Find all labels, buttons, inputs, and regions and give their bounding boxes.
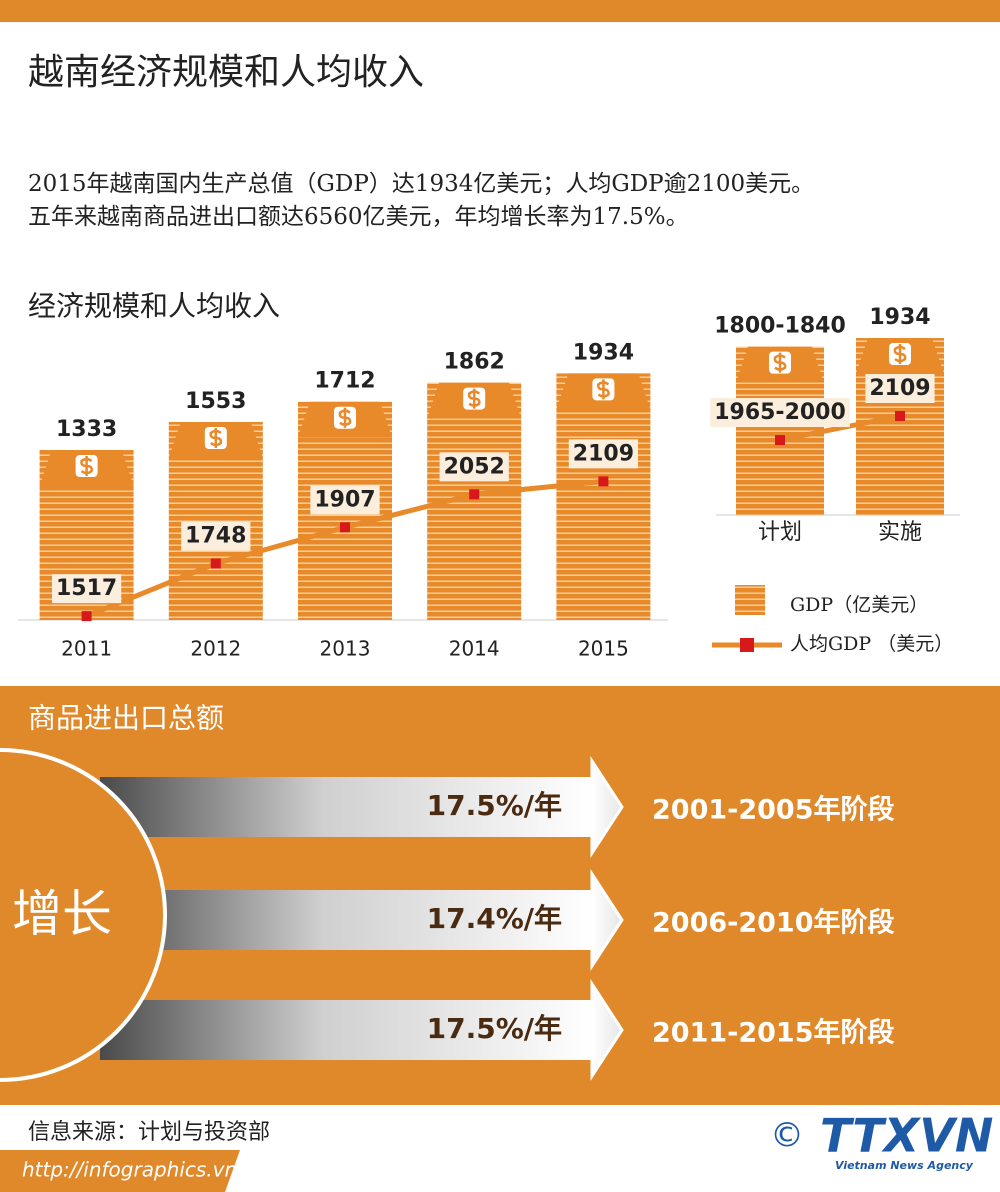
legend-label: 人均GDP （美元） [790, 633, 953, 655]
logo: TTXVN [820, 1109, 993, 1163]
arrow-head [590, 868, 624, 972]
line-point [81, 611, 92, 622]
arrows: 17.5%/年 2001-2005年阶段 17.4%/年 2006-2010年阶段 17… [100, 755, 895, 1082]
url: http://infographics.vn [22, 1158, 237, 1182]
value-label: 1553 [185, 389, 246, 414]
growth-circle [0, 748, 167, 1082]
dollar-icon [773, 352, 787, 373]
line-point [598, 476, 609, 487]
x-tick-label: 2012 [190, 637, 241, 661]
dollar-icon [597, 379, 610, 400]
legend-point [740, 638, 754, 652]
rate: 17.5%/年 [427, 1012, 562, 1045]
x-tick-label: 2013 [320, 637, 371, 661]
point-label: 1907 [314, 487, 375, 512]
agency: Vietnam News Agency [835, 1159, 974, 1172]
point-label-box [439, 452, 509, 482]
charts: 2011 2012 2013 2014 2015 1333 1553 1712 1862 1934… [18, 305, 960, 661]
intro-line: 五年来越南商品进出口额达6560亿美元，年均增长率为17.5%。 [28, 204, 689, 230]
arrow-head [590, 978, 624, 1082]
x-tick-label: 2011 [61, 637, 112, 661]
source: 信息来源：计划与投资部 [28, 1120, 270, 1145]
chart-title: 经济规模和人均收入 [28, 290, 280, 323]
period: 2001-2005年阶段 [652, 794, 895, 826]
value-label: 1862 [444, 350, 505, 375]
arrow-body [100, 1000, 592, 1060]
intro-line: 2015年越南国内生产总值（GDP）达1934亿美元；人均GDP逾2100美元。 [28, 171, 814, 197]
bar [556, 373, 651, 620]
legend-label: GDP（亿美元） [790, 594, 928, 616]
point-label: 2052 [444, 454, 505, 479]
point-label-box [310, 485, 380, 515]
dollar-icon [209, 427, 223, 448]
line-point [469, 489, 480, 500]
dollar-icon [467, 388, 481, 409]
x-tick-label: 2015 [578, 637, 629, 661]
rate: 17.5%/年 [427, 789, 562, 822]
point-label-box [568, 439, 639, 469]
value-label: 1712 [314, 369, 375, 394]
point-label-box [51, 574, 122, 604]
copyright: © [770, 1116, 804, 1156]
point-label: 2109 [869, 376, 930, 401]
line-point [210, 558, 221, 569]
period: 2011-2015年阶段 [652, 1017, 895, 1049]
point-label-box [865, 374, 935, 404]
point-label-box [710, 398, 850, 428]
page-title: 越南经济规模和人均收入 [28, 52, 424, 93]
line-point [340, 522, 350, 533]
arrow-body [100, 777, 592, 837]
dollar-icon [338, 407, 352, 428]
arrow-head [590, 755, 624, 859]
arrow-body [100, 890, 592, 950]
value-label: 1934 [573, 340, 634, 365]
dollar-icon [80, 456, 93, 477]
trade-title: 商品进出口总额 [28, 702, 224, 735]
url-band [0, 1150, 240, 1192]
top-band [0, 0, 1000, 22]
point-label: 1517 [56, 576, 117, 601]
line-point [775, 435, 785, 446]
line-point [895, 411, 905, 422]
point-label-box [181, 521, 251, 551]
x-tick-label: 2014 [449, 637, 500, 661]
point-label: 1965-2000 [714, 400, 846, 425]
point-label: 1748 [185, 524, 246, 549]
point-label: 2109 [573, 441, 634, 466]
growth-label: 增长 [12, 885, 112, 943]
rate: 17.4%/年 [427, 902, 562, 935]
line [779, 413, 901, 443]
value-label: 1333 [56, 417, 117, 442]
x-tick-label: 计划 [758, 520, 802, 545]
period: 2006-2010年阶段 [652, 907, 895, 939]
value-label: 1800-1840 [714, 314, 846, 339]
x-tick-label: 实施 [878, 520, 922, 545]
value-label: 1934 [869, 305, 930, 330]
dollar-icon [893, 344, 907, 365]
legend-swatch [735, 585, 765, 615]
